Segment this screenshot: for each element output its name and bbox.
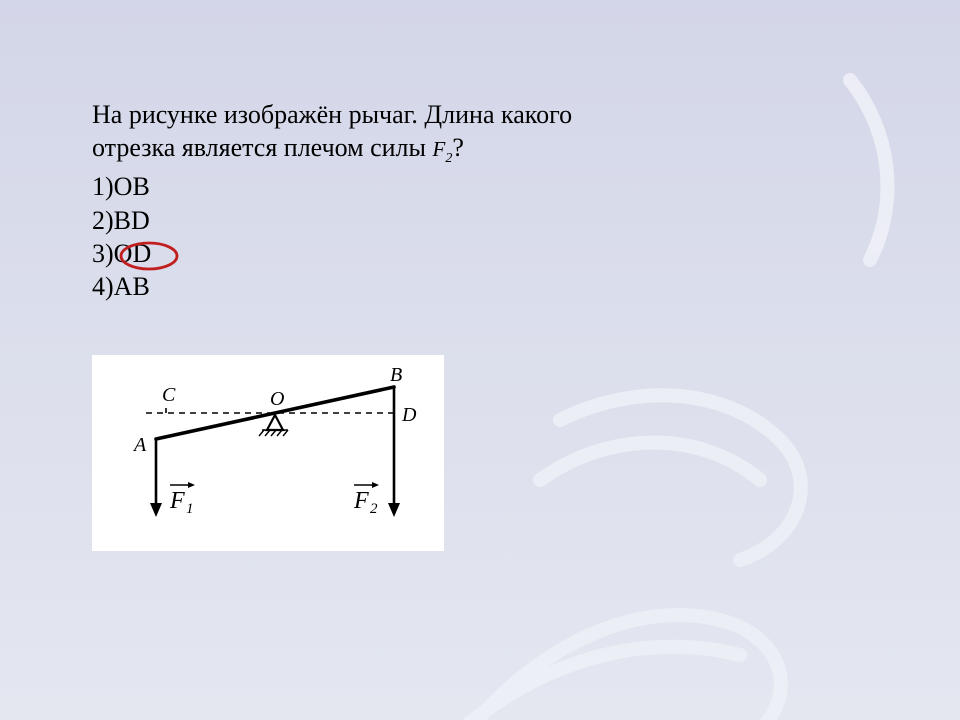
question-line-1: На рисунке изображён рычаг. Длина какого [92, 98, 872, 131]
option-4: 4)AB [92, 270, 872, 303]
question-block: На рисунке изображён рычаг. Длина какого… [92, 98, 872, 303]
label-F2: F [353, 488, 369, 514]
label-C: C [162, 384, 176, 406]
force-symbol: F [433, 137, 446, 161]
option-number: 4) [92, 272, 114, 301]
label-D: D [401, 404, 417, 426]
option-1: 1)OB [92, 170, 872, 203]
label-A: A [132, 434, 147, 456]
option-3: 3)OD [92, 237, 872, 270]
label-F1: F [169, 488, 185, 514]
label-F2-sub: 2 [370, 501, 378, 517]
option-number: 2) [92, 206, 114, 235]
options-list: 1)OB 2)BD 3)OD 4)AB [92, 170, 872, 303]
option-label: OD [114, 239, 152, 268]
label-B: B [390, 364, 402, 386]
option-number: 1) [92, 172, 114, 201]
option-label: AB [114, 272, 150, 301]
option-label: BD [114, 206, 150, 235]
option-2: 2)BD [92, 204, 872, 237]
question-line-2-post: ? [452, 133, 464, 162]
question-line-2-pre: отрезка является плечом силы [92, 133, 433, 162]
label-F1-sub: 1 [186, 501, 194, 517]
option-label: OB [114, 172, 150, 201]
option-number: 3) [92, 239, 114, 268]
question-line-2: отрезка является плечом силы F2? [92, 131, 872, 168]
lever-diagram: C O B A D F 1 F 2 [92, 355, 444, 551]
label-O: O [270, 388, 284, 410]
